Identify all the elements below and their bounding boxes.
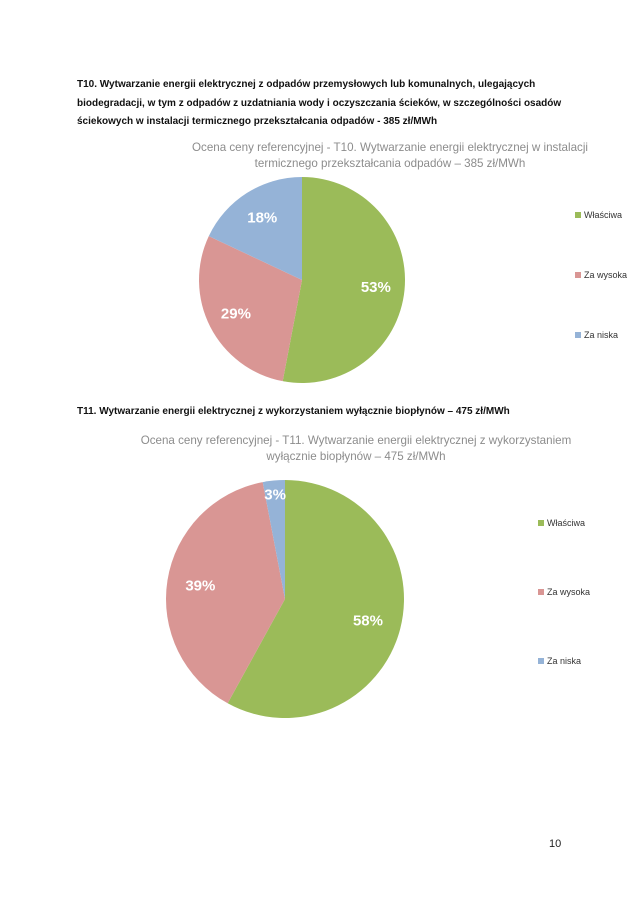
- chart2-legend: Właściwa Za wysoka Za niska: [538, 518, 608, 668]
- legend-swatch-wlasciwa: [575, 212, 581, 218]
- chart1-legend: Właściwa Za wysoka Za niska: [575, 210, 635, 340]
- legend-swatch-za-wysoka: [575, 272, 581, 278]
- legend-swatch-wlasciwa: [538, 520, 544, 526]
- pie-slice-za-niska: [262, 480, 285, 599]
- legend-item-za-wysoka: Za wysoka: [538, 587, 590, 597]
- legend-label-wlasciwa: Właściwa: [547, 518, 586, 528]
- section-t11-heading: T11. Wytwarzanie energii elektrycznej z …: [77, 406, 510, 417]
- page-number: 10: [549, 838, 562, 850]
- pie-slice-za-wysoka: [165, 482, 285, 704]
- chart2-title: Ocena ceny referencyjnej - T11. Wytwarza…: [140, 434, 572, 463]
- chart1-title: Ocena ceny referencyjnej - T10. Wytwarza…: [192, 141, 588, 170]
- section-t10-heading: T10. Wytwarzanie energii elektrycznej z …: [77, 79, 562, 127]
- legend-label-wlasciwa: Właściwa: [584, 210, 623, 220]
- legend-label-za-wysoka: Za wysoka: [584, 270, 628, 280]
- pie-label-za-niska: 18%: [247, 209, 277, 226]
- pie-label-wlasciwa: 53%: [361, 279, 391, 296]
- pie-label-za-niska: 3%: [264, 487, 286, 504]
- legend-item-za-niska: Za niska: [575, 330, 618, 340]
- legend-item-za-wysoka: Za wysoka: [575, 270, 627, 280]
- legend-swatch-za-niska: [575, 332, 581, 338]
- legend-swatch-za-niska: [538, 658, 544, 664]
- legend-label-za-wysoka: Za wysoka: [547, 587, 591, 597]
- pie-slice-wlasciwa: [227, 480, 404, 718]
- chart2-pie: 58% 39% 3%: [165, 480, 404, 718]
- pie-label-za-wysoka: 39%: [185, 578, 215, 595]
- pie-slice-wlasciwa: [282, 177, 405, 383]
- pie-slice-za-niska: [208, 177, 302, 280]
- pie-label-wlasciwa: 58%: [353, 612, 383, 629]
- legend-item-za-niska: Za niska: [538, 656, 581, 666]
- legend-item-wlasciwa: Właściwa: [538, 518, 585, 528]
- legend-label-za-niska: Za niska: [584, 330, 619, 340]
- pie-slice-za-wysoka: [198, 236, 302, 382]
- legend-label-za-niska: Za niska: [547, 656, 582, 666]
- pie-label-za-wysoka: 29%: [221, 306, 251, 323]
- legend-swatch-za-wysoka: [538, 589, 544, 595]
- legend-item-wlasciwa: Właściwa: [575, 210, 622, 220]
- chart1-pie: 53% 29% 18%: [198, 177, 405, 383]
